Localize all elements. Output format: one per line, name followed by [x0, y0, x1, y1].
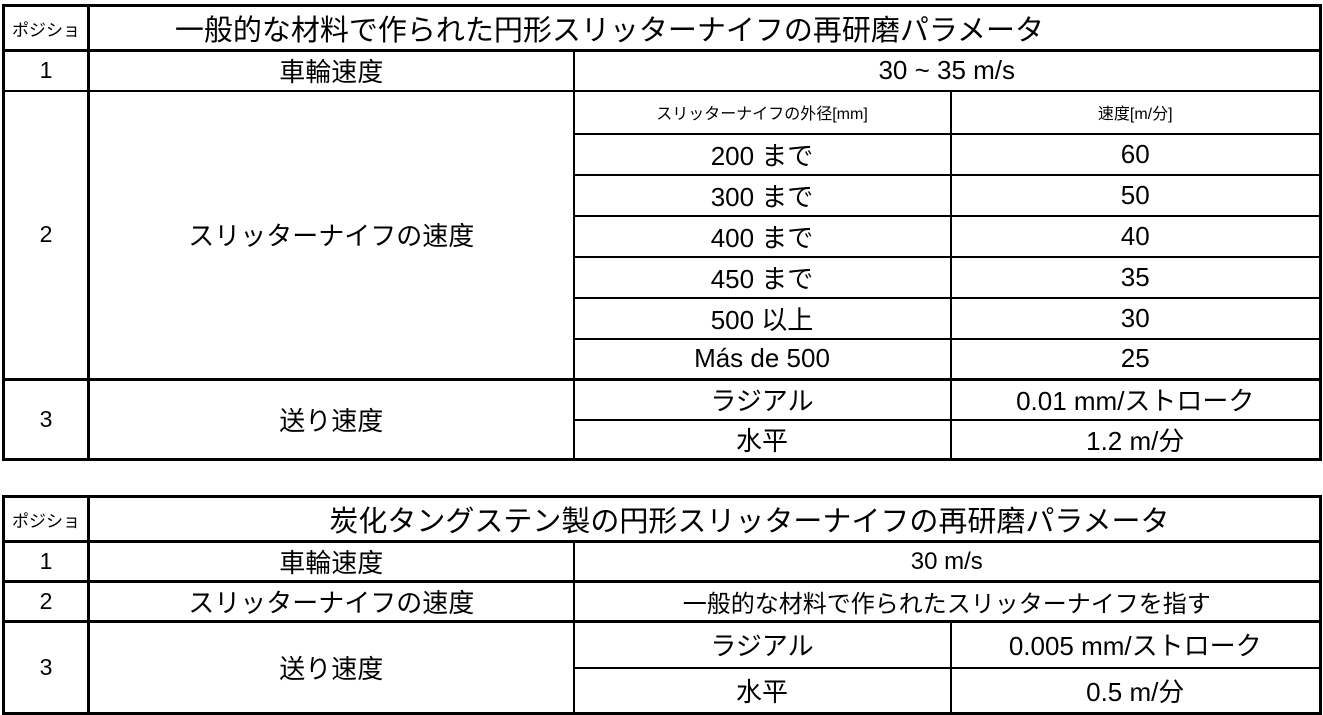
position-cell: 3	[2, 378, 90, 461]
diameter-cell: Más de 500	[572, 337, 952, 381]
param-name-cell: 送り速度	[87, 378, 575, 461]
position-cell: 3	[2, 620, 90, 715]
position-cell: 2	[2, 89, 90, 381]
feed-value-cell: 0.005 mm/ストローク	[949, 620, 1322, 669]
speed-cell: 35	[949, 255, 1322, 299]
param-value-cell: 一般的な材料で作られたスリッターナイフを指す	[572, 580, 1322, 623]
table-title: 一般的な材料で作られた円形スリッターナイフの再研磨パラメータ	[87, 4, 1322, 52]
feed-value-cell: 0.01 mm/ストローク	[949, 378, 1322, 421]
speed-cell: 30	[949, 296, 1322, 340]
position-header-cell: ポジショ	[2, 495, 90, 543]
table-title: 炭化タングステン製の円形スリッターナイフの再研磨パラメータ	[87, 495, 1322, 543]
position-header-cell: ポジショ	[2, 4, 90, 52]
feed-direction-cell: ラジアル	[572, 620, 952, 669]
diameter-cell: 200 まで	[572, 132, 952, 176]
feed-direction-cell: 水平	[572, 666, 952, 715]
param-value-cell: 30 ~ 35 m/s	[572, 49, 1322, 92]
speed-cell: 40	[949, 214, 1322, 258]
speed-cell: 60	[949, 132, 1322, 176]
param-name-cell: 車輪速度	[87, 540, 575, 583]
param-name-cell: スリッターナイフの速度	[87, 580, 575, 623]
position-cell: 2	[2, 580, 90, 623]
diameter-cell: 300 まで	[572, 173, 952, 217]
feed-value-cell: 1.2 m/分	[949, 418, 1322, 461]
diameter-cell: 500 以上	[572, 296, 952, 340]
param-name-cell: 車輪速度	[87, 49, 575, 92]
subheader-speed-cell: 速度[m/分]	[949, 89, 1322, 135]
position-cell: 1	[2, 540, 90, 583]
position-cell: 1	[2, 49, 90, 92]
feed-direction-cell: 水平	[572, 418, 952, 461]
param-value-cell: 30 m/s	[572, 540, 1322, 583]
diameter-cell: 400 まで	[572, 214, 952, 258]
feed-value-cell: 0.5 m/分	[949, 666, 1322, 715]
diameter-cell: 450 まで	[572, 255, 952, 299]
speed-cell: 25	[949, 337, 1322, 381]
regrind-table-tungsten: ポジショ 炭化タングステン製の円形スリッターナイフの再研磨パラメータ 1 車輪速…	[2, 495, 1322, 715]
param-name-cell: 送り速度	[87, 620, 575, 715]
subheader-diameter-cell: スリッターナイフの外径[mm]	[572, 89, 952, 135]
regrind-table-general: ポジショ 一般的な材料で作られた円形スリッターナイフの再研磨パラメータ 1 車輪…	[2, 4, 1322, 461]
speed-cell: 50	[949, 173, 1322, 217]
param-name-cell: スリッターナイフの速度	[87, 89, 575, 381]
feed-direction-cell: ラジアル	[572, 378, 952, 421]
